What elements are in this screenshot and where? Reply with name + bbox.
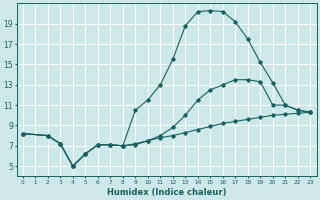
X-axis label: Humidex (Indice chaleur): Humidex (Indice chaleur)	[107, 188, 226, 197]
